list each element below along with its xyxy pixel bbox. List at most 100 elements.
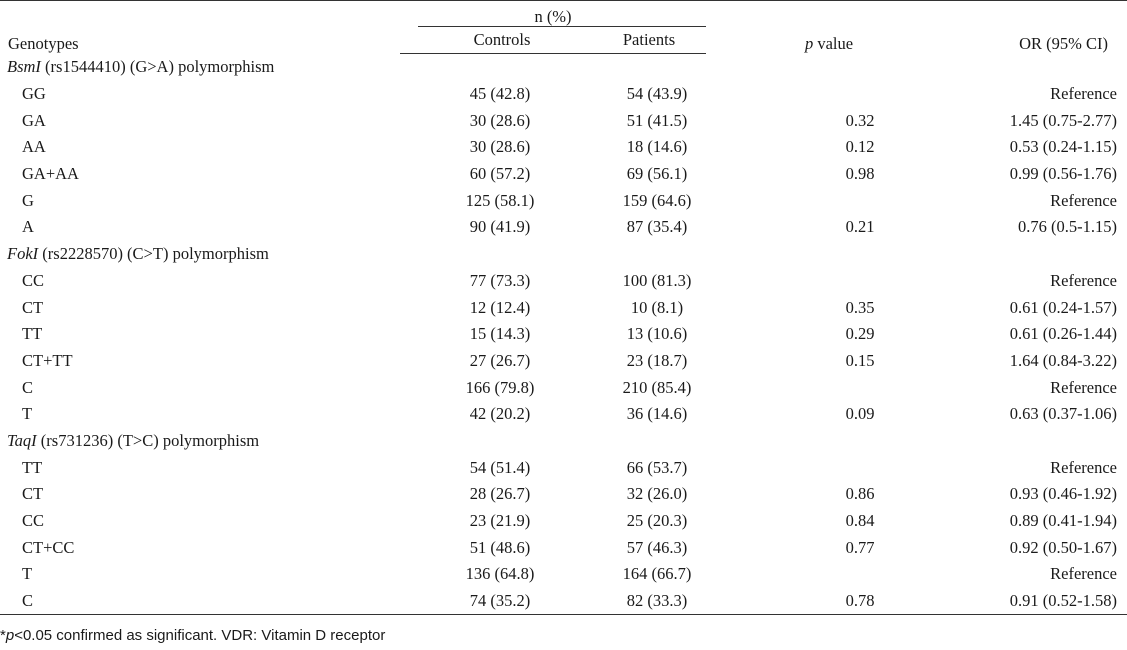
or-ci-cell: 0.92 (0.50-1.67) — [1009, 537, 1117, 557]
section-title: FokI (rs2228570) (C>T) polymorphism — [0, 241, 1127, 268]
p-value-cell: 0.15 — [845, 350, 875, 370]
or-ci-cell: 0.53 (0.24-1.15) — [1009, 137, 1117, 157]
controls-cell: 60 (57.2) — [469, 164, 531, 184]
p-value-cell: 0.12 — [845, 137, 875, 157]
header-n-percent: n (%) — [400, 1, 706, 27]
genotype-cell: TT — [22, 324, 43, 344]
patients-cell: 87 (35.4) — [626, 217, 688, 237]
section-title: TaqI (rs731236) (T>C) polymorphism — [0, 428, 1127, 455]
or-ci-cell: 0.61 (0.24-1.57) — [1009, 297, 1117, 317]
or-ci-cell: Reference — [1050, 190, 1117, 210]
genotype-cell: CT — [22, 297, 44, 317]
section-gene-name: FokI — [7, 244, 39, 264]
table-row: G 125 (58.1) 159 (64.6) Reference — [0, 187, 1127, 214]
controls-cell: 77 (73.3) — [469, 270, 531, 290]
table-row: GA 30 (28.6) 51 (41.5) 0.32 1.45 (0.75-2.77) — [0, 107, 1127, 134]
footnote-text: <0.05 confirmed as significant. VDR: Vit… — [14, 627, 386, 644]
header-patients: Patients — [560, 27, 706, 54]
p-value-cell: 0.09 — [845, 404, 875, 424]
p-value-cell — [706, 81, 952, 108]
header-n-percent-rule — [418, 26, 706, 27]
patients-cell: 57 (46.3) — [626, 537, 688, 557]
or-ci-cell: 1.45 (0.75-2.77) — [1009, 110, 1117, 130]
genotype-cell: C — [22, 591, 34, 611]
p-value-cell: 0.86 — [845, 484, 875, 504]
genotype-cell: G — [22, 190, 34, 210]
or-ci-cell: 0.91 (0.52-1.58) — [1009, 591, 1117, 611]
p-value-cell: 0.35 — [845, 297, 875, 317]
controls-cell: 30 (28.6) — [469, 110, 531, 130]
table-row: CT 28 (26.7) 32 (26.0) 0.86 0.93 (0.46-1.92) — [0, 481, 1127, 508]
header-controls: Controls — [400, 27, 560, 54]
patients-cell: 100 (81.3) — [622, 270, 692, 290]
header-or-ci: OR (95% CI) — [1019, 33, 1108, 53]
section-header-row: BsmI (rs1544410) (G>A) polymorphism — [0, 54, 1127, 81]
patients-cell: 164 (66.7) — [622, 564, 692, 584]
or-ci-cell: 0.89 (0.41-1.94) — [1009, 511, 1117, 531]
genotype-cell: GG — [22, 84, 46, 104]
table-row: CT+TT 27 (26.7) 23 (18.7) 0.15 1.64 (0.84-3.… — [0, 348, 1127, 375]
table-row: CT 12 (12.4) 10 (8.1) 0.35 0.61 (0.24-1.57) — [0, 294, 1127, 321]
patients-cell: 25 (20.3) — [626, 511, 688, 531]
section-gene-suffix: (rs731236) (T>C) polymorphism — [36, 430, 260, 450]
header-p-italic: p — [804, 33, 814, 53]
genotype-cell: GA — [22, 110, 46, 130]
patients-cell: 210 (85.4) — [622, 377, 692, 397]
genotype-cell: CC — [22, 511, 45, 531]
genotype-table-figure: Genotypes n (%) p value OR (95% CI) Cont… — [0, 0, 1127, 616]
genotype-cell: CT+TT — [22, 350, 73, 370]
genotype-cell: TT — [22, 457, 43, 477]
genotype-cell: CC — [22, 270, 45, 290]
or-ci-cell: 0.61 (0.26-1.44) — [1009, 324, 1117, 344]
p-value-cell: 0.77 — [845, 537, 875, 557]
genotype-cell: A — [22, 217, 34, 237]
patients-cell: 23 (18.7) — [626, 350, 688, 370]
table-row: CC 77 (73.3) 100 (81.3) Reference — [0, 268, 1127, 295]
section-gene-name: BsmI — [7, 57, 41, 77]
controls-cell: 30 (28.6) — [469, 137, 531, 157]
p-value-cell: 0.84 — [845, 511, 875, 531]
header-n-percent-label: n (%) — [534, 7, 572, 26]
table-row: T 42 (20.2) 36 (14.6) 0.09 0.63 (0.37-1.06) — [0, 401, 1127, 428]
section-header-row: FokI (rs2228570) (C>T) polymorphism — [0, 241, 1127, 268]
controls-cell: 136 (64.8) — [465, 564, 535, 584]
controls-cell: 166 (79.8) — [465, 377, 535, 397]
p-value-cell — [706, 187, 952, 214]
or-ci-cell: Reference — [1050, 84, 1117, 104]
controls-cell: 12 (12.4) — [469, 297, 531, 317]
controls-cell: 74 (35.2) — [469, 591, 531, 611]
p-value-cell — [706, 268, 952, 295]
patients-cell: 159 (64.6) — [622, 190, 692, 210]
patients-cell: 18 (14.6) — [626, 137, 688, 157]
table-body: BsmI (rs1544410) (G>A) polymorphism GG 45 … — [0, 54, 1127, 615]
footnote-p-italic: p — [5, 627, 15, 644]
table-row: TT 15 (14.3) 13 (10.6) 0.29 0.61 (0.26-1.44) — [0, 321, 1127, 348]
table-row: AA 30 (28.6) 18 (14.6) 0.12 0.53 (0.24-1.15) — [0, 134, 1127, 161]
header-p-value: p value — [706, 1, 952, 54]
genotype-cell: AA — [22, 137, 46, 157]
controls-cell: 90 (41.9) — [469, 217, 531, 237]
footnote-star: * — [0, 627, 6, 644]
or-ci-cell: 0.63 (0.37-1.06) — [1009, 404, 1117, 424]
table-row: TT 54 (51.4) 66 (53.7) Reference — [0, 454, 1127, 481]
section-header-row: TaqI (rs731236) (T>C) polymorphism — [0, 428, 1127, 455]
table-row: CC 23 (21.9) 25 (20.3) 0.84 0.89 (0.41-1.94) — [0, 508, 1127, 535]
or-ci-cell: 1.64 (0.84-3.22) — [1009, 350, 1117, 370]
or-ci-cell: 0.76 (0.5-1.15) — [1018, 217, 1117, 237]
genotype-cell: T — [22, 404, 33, 424]
or-ci-cell: Reference — [1050, 457, 1117, 477]
patients-cell: 54 (43.9) — [626, 84, 688, 104]
table-row: A 90 (41.9) 87 (35.4) 0.21 0.76 (0.5-1.15) — [0, 214, 1127, 241]
table-row: C 74 (35.2) 82 (33.3) 0.78 0.91 (0.52-1.58) — [0, 588, 1127, 615]
genotype-table: Genotypes n (%) p value OR (95% CI) Cont… — [0, 0, 1127, 616]
table-row: GG 45 (42.8) 54 (43.9) Reference — [0, 81, 1127, 108]
patients-cell: 13 (10.6) — [626, 324, 688, 344]
genotype-cell: CT — [22, 484, 44, 504]
p-value-cell: 0.29 — [845, 324, 875, 344]
p-value-cell: 0.78 — [845, 591, 875, 611]
p-value-cell: 0.21 — [845, 217, 875, 237]
genotype-cell: T — [22, 564, 33, 584]
table-row: T 136 (64.8) 164 (66.7) Reference — [0, 561, 1127, 588]
genotype-cell: C — [22, 377, 34, 397]
section-title: BsmI (rs1544410) (G>A) polymorphism — [0, 54, 1127, 81]
